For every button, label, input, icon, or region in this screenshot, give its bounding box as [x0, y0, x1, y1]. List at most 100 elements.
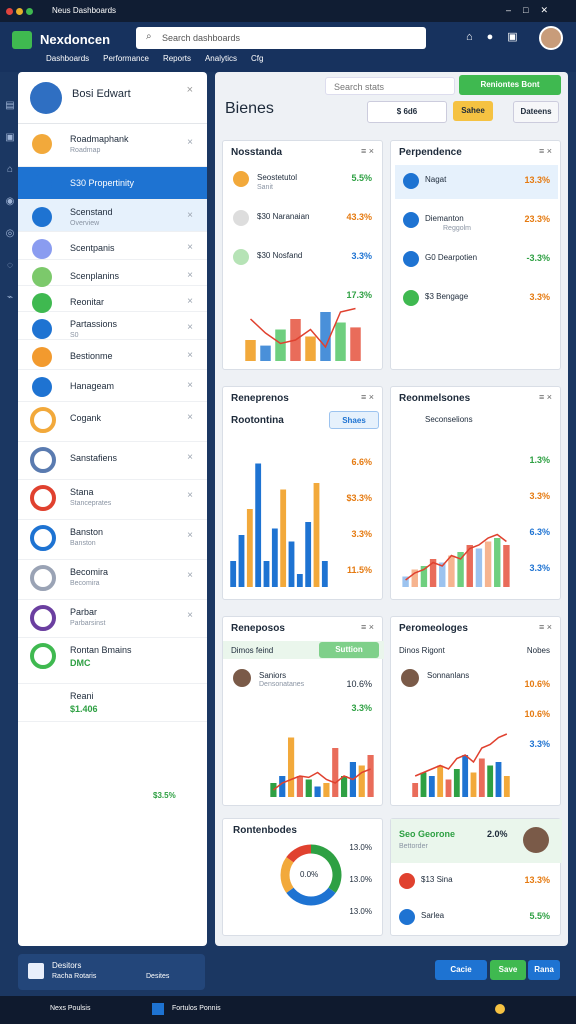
close[interactable]: × — [187, 242, 193, 253]
filter-button[interactable]: $ 6d6 — [367, 101, 447, 123]
action-button[interactable]: Save — [490, 960, 526, 980]
main-search[interactable]: Search stats — [325, 77, 455, 95]
close[interactable]: × — [187, 452, 193, 463]
sidebar-footer[interactable]: Desitors Racha Rotaris Desites — [18, 954, 205, 990]
sidebar-item[interactable]: Hanageam × — [18, 370, 207, 402]
close[interactable]: × — [187, 210, 193, 221]
widget: Reonmelsones ≡ × Seconselions 1.3% 3.3% 6.3% 3… — [390, 386, 561, 600]
tray-icon — [495, 1004, 505, 1014]
widget-title: Reneposos — [231, 623, 285, 634]
close[interactable]: × — [187, 322, 193, 333]
bar — [263, 561, 270, 587]
item-title: Parbar — [70, 607, 98, 617]
donut-segment — [310, 844, 342, 893]
avatar[interactable] — [539, 26, 563, 50]
taskbar-app[interactable]: Nexs Poulsis — [50, 1005, 91, 1012]
chart-button[interactable]: Shaes — [329, 411, 379, 429]
user-name: Bosi Edwart — [72, 88, 131, 100]
bar — [367, 755, 374, 797]
sidebar-item[interactable]: Roadmaphank Roadmap × — [18, 127, 207, 167]
widget-menu[interactable]: ≡ × — [538, 392, 552, 402]
icon-rail[interactable]: ▤ ▣ ⌂ ◉ ◎ ◌ ⌁ — [5, 100, 15, 303]
sidebar-item[interactable]: Becomira Becomira × — [18, 560, 207, 600]
sidebar-item[interactable]: Cogank × — [18, 402, 207, 442]
chart-button[interactable]: Nobes — [526, 646, 550, 655]
nav-link[interactable]: Performance — [103, 54, 149, 63]
item-icon — [32, 207, 52, 227]
nav-link[interactable]: Analytics — [204, 54, 237, 63]
chart-title: Seconselions — [425, 415, 473, 424]
bar — [494, 538, 501, 587]
sidebar-item[interactable]: Reonitar × — [18, 286, 207, 313]
export-button[interactable]: Dateens — [513, 101, 559, 123]
bar — [288, 541, 295, 587]
value-label: 10.6% — [346, 679, 372, 689]
widget-menu[interactable]: ≡ × — [360, 146, 374, 156]
action-button[interactable]: Cacie — [435, 960, 487, 980]
action-button[interactable]: Rana — [528, 960, 560, 980]
widget-menu[interactable]: ≡ × — [538, 622, 552, 632]
sidebar-item[interactable]: Parbar Parbarsinst × — [18, 600, 207, 638]
widget: Perpendence ≡ × Nagat 13.3% Diemanton Reggolm… — [390, 140, 561, 370]
row-icon — [403, 212, 419, 228]
window-dot[interactable] — [16, 8, 23, 15]
row-value: 5.5% — [529, 911, 550, 921]
item-title: Reani — [70, 691, 94, 701]
sidebar-item[interactable]: Bestionme × — [18, 340, 207, 370]
search-box[interactable]: ⌕ Search dashboards — [136, 27, 426, 49]
widget-menu[interactable]: ≡ × — [360, 622, 374, 632]
window-controls[interactable]: –□✕ — [506, 5, 560, 15]
widget-menu[interactable]: ≡ × — [538, 146, 552, 156]
sidebar-item[interactable]: Sanstafiens × — [18, 442, 207, 480]
add-button[interactable]: Reniontes Bont — [459, 75, 561, 95]
close[interactable]: × — [187, 412, 193, 423]
close[interactable]: × — [187, 296, 193, 307]
sidebar-item[interactable]: Scentpanis × — [18, 232, 207, 260]
sidebar-item[interactable]: Reani $1.406 — [18, 684, 207, 722]
window-dot[interactable] — [26, 8, 33, 15]
bar — [420, 772, 427, 797]
row-value: 13.3% — [524, 875, 550, 885]
sidebar-item[interactable]: Rontan Bmains DMC — [18, 638, 207, 684]
close[interactable]: × — [187, 380, 193, 391]
close[interactable]: × — [187, 570, 193, 581]
item-title: Scenplanins — [70, 271, 120, 281]
item-title: Partassions — [70, 319, 118, 329]
widget-value: 2.0% — [487, 829, 508, 839]
bar — [487, 765, 494, 797]
item-title: Scentpanis — [70, 243, 115, 253]
taskbar-icon[interactable] — [152, 1003, 164, 1015]
sidebar-total: $3.5% — [153, 791, 176, 800]
avatar — [401, 669, 419, 687]
chart-button[interactable]: Suttion — [319, 642, 379, 658]
close[interactable]: × — [187, 350, 193, 361]
save-button[interactable]: Sahee — [453, 101, 493, 121]
sidebar-item[interactable]: S30 Propertinity — [18, 167, 207, 200]
widget-menu[interactable]: ≡ × — [360, 392, 374, 402]
close[interactable]: × — [187, 137, 193, 148]
row-icon — [399, 873, 415, 889]
value-label: 1.3% — [529, 455, 550, 465]
close[interactable]: × — [187, 530, 193, 541]
sidebar-item[interactable]: Banston Banston × — [18, 520, 207, 560]
sidebar-item[interactable]: Scenplanins × — [18, 260, 207, 287]
nav-link[interactable]: Reports — [162, 54, 191, 63]
close[interactable]: × — [187, 610, 193, 621]
row-sub: Reggolm — [443, 225, 472, 232]
close[interactable]: × — [187, 270, 193, 281]
row-value: 13.3% — [524, 175, 550, 185]
chart-title: Rootontina — [231, 415, 284, 426]
nav-link[interactable]: Cfg — [250, 54, 264, 63]
trend-line — [405, 533, 507, 581]
nav-link[interactable]: Dashboards — [46, 54, 90, 63]
header-icons[interactable]: ⌂●▣ — [466, 31, 532, 43]
chart — [270, 737, 374, 797]
taskbar-doc[interactable]: Fortulos Ponnis — [172, 1005, 221, 1012]
sidebar-item[interactable]: Partassions S0 × — [18, 312, 207, 340]
close[interactable]: × — [187, 490, 193, 501]
window-dot[interactable] — [6, 8, 13, 15]
sidebar-item[interactable]: Scenstand Overview × — [18, 200, 207, 232]
close[interactable]: × — [186, 84, 193, 96]
sidebar-item[interactable]: Stana Stanceprates × — [18, 480, 207, 520]
sidebar: Bosi Edwart × $3.5% Roadmaphank Roadmap × S… — [18, 72, 207, 946]
